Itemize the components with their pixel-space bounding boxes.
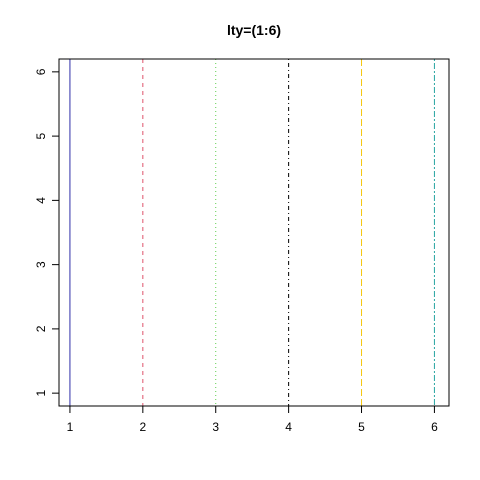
y-tick-label: 2 bbox=[34, 325, 48, 332]
x-tick-label: 6 bbox=[431, 420, 438, 434]
x-tick-label: 5 bbox=[358, 420, 365, 434]
chart-title: lty=(1:6) bbox=[227, 22, 281, 38]
y-axis: 1 2 3 4 5 6 bbox=[34, 68, 60, 396]
y-tick-label: 5 bbox=[34, 132, 48, 139]
y-tick-label: 6 bbox=[34, 68, 48, 75]
x-tick-label: 2 bbox=[139, 420, 146, 434]
x-tick-label: 1 bbox=[67, 420, 74, 434]
plot-frame bbox=[58, 58, 450, 407]
x-axis: 1 2 3 4 5 6 bbox=[67, 405, 438, 434]
vertical-lines bbox=[69, 59, 435, 406]
y-tick-label: 3 bbox=[34, 261, 48, 268]
x-tick-label: 4 bbox=[285, 420, 292, 434]
y-tick-label: 4 bbox=[34, 197, 48, 204]
y-tick-label: 1 bbox=[34, 389, 48, 396]
x-tick-label: 3 bbox=[212, 420, 219, 434]
